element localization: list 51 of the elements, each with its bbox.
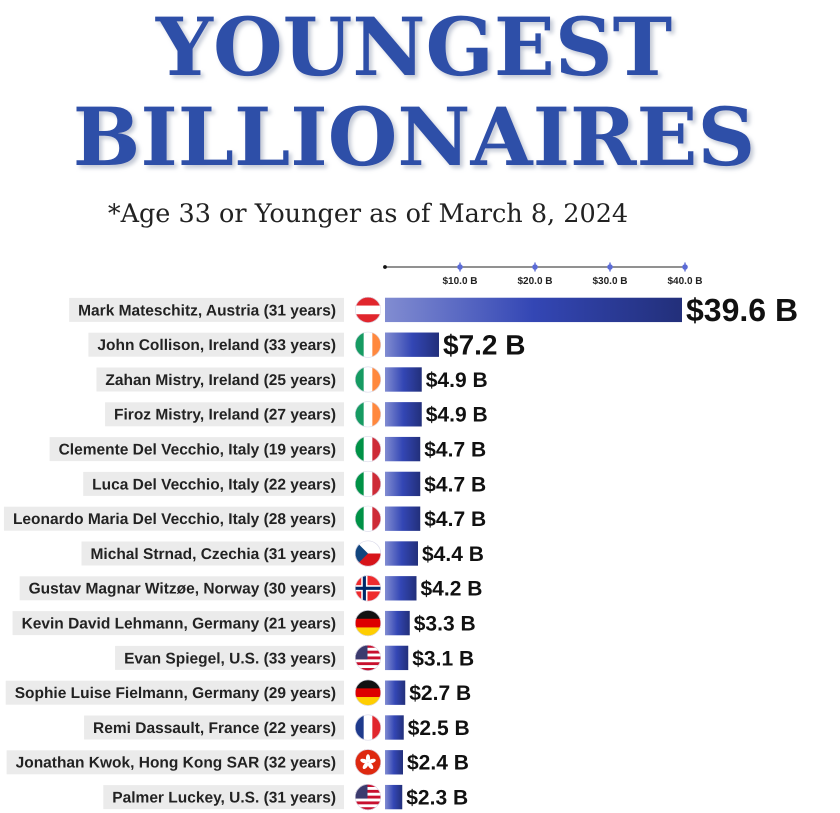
data-label: $2.7 B <box>409 682 472 706</box>
y-tick-label: Luca Del Vecchio, Italy (22 years) <box>92 476 336 494</box>
bar <box>385 680 406 705</box>
bar <box>385 576 416 600</box>
data-label: $4.2 B <box>420 578 482 601</box>
bar <box>385 610 410 636</box>
x-tick-label: $20.0 B <box>517 276 553 287</box>
y-tick-label: Remi Dassault, France (22 years) <box>93 720 336 737</box>
data-label: $4.9 B <box>426 368 488 392</box>
y-tick-label: Zahan Mistry, Ireland (25 years) <box>105 372 336 389</box>
y-tick-label: Firoz Mistry, Ireland (27 years) <box>114 406 336 424</box>
y-tick-label: Sophie Luise Fielmann, Germany (29 years) <box>14 685 336 702</box>
y-tick-label: Jonathan Kwok, Hong Kong SAR (32 years) <box>16 754 336 772</box>
data-label: $2.3 B <box>406 786 468 810</box>
chart-subtitle: *Age 33 or Younger as of March 8, 2024 <box>108 199 628 229</box>
y-tick-label: Leonardo Maria Del Vecchio, Italy (28 years) <box>12 511 336 528</box>
bar <box>385 506 420 531</box>
data-label: $4.7 B <box>424 438 486 462</box>
data-label: $4.7 B <box>424 508 486 532</box>
y-tick-label: Clemente Del Vecchio, Italy (19 years) <box>58 442 336 459</box>
x-tick-label: $30.0 B <box>592 276 628 287</box>
data-label: $3.1 B <box>412 647 474 670</box>
bar <box>385 436 420 462</box>
x-tick-label: $40.0 B <box>667 276 703 287</box>
data-label: $7.2 B <box>443 330 526 360</box>
y-tick-label: Palmer Luckey, U.S. (31 years) <box>112 790 336 807</box>
y-tick-label: John Collison, Ireland (33 years) <box>97 337 336 354</box>
bar <box>385 715 404 740</box>
y-tick-label: Kevin David Lehmann, Germany (21 years) <box>22 616 336 633</box>
bar <box>385 472 420 496</box>
data-label: $2.4 B <box>407 752 469 775</box>
bar <box>385 784 402 810</box>
x-tick-label: $10.0 B <box>442 276 478 287</box>
data-label: $4.7 B <box>424 473 486 496</box>
bar <box>385 298 682 322</box>
data-label: $2.5 B <box>408 716 470 740</box>
data-label: $39.6 B <box>686 292 798 328</box>
bar <box>385 402 422 426</box>
bar <box>385 367 422 392</box>
y-tick-label: Evan Spiegel, U.S. (33 years) <box>124 650 336 668</box>
chart-title: YOUNGEST BILLIONAIRES <box>72 0 756 184</box>
bar <box>385 646 408 670</box>
y-tick-label: Mark Mateschitz, Austria (31 years) <box>78 302 336 320</box>
y-tick-label: Gustav Magnar Witzøe, Norway (30 years) <box>28 580 336 598</box>
data-label: $3.3 B <box>414 612 476 636</box>
y-tick-label: Michal Strnad, Czechia (31 years) <box>90 546 336 563</box>
bar <box>385 332 439 357</box>
bar <box>385 750 403 774</box>
data-label: $4.4 B <box>422 542 484 566</box>
data-label: $4.9 B <box>426 404 488 427</box>
bar <box>385 541 418 566</box>
